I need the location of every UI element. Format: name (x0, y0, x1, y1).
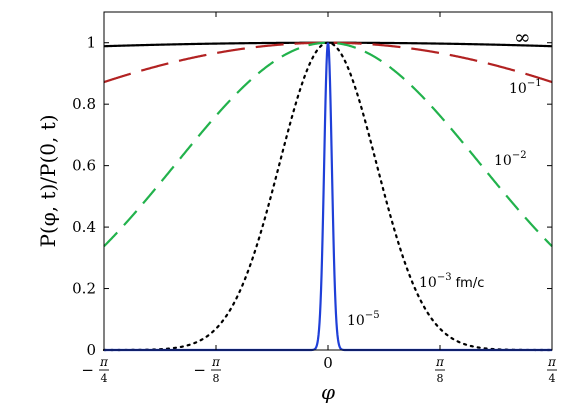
y-tick-label-3: 0.6 (72, 157, 96, 175)
y-axis-label: P(φ, t)/P(0, t) (36, 114, 60, 247)
x-tick-numerator: π (211, 355, 221, 369)
x-axis-label: φ (321, 380, 335, 404)
x-tick-numerator: π (435, 355, 445, 369)
x-tick-denominator: 4 (549, 372, 556, 385)
series-annotation-1: 10−1 (509, 78, 542, 97)
y-tick-label-2: 0.4 (72, 218, 96, 236)
y-tick-label-1: 0.2 (72, 280, 96, 298)
x-tick-numerator: π (99, 355, 109, 369)
series-annotation-2: 10−2 (494, 150, 527, 169)
annotation-layer: ∞ 10−1 10−2 10−3 fm/c 10−5 (347, 25, 542, 329)
y-tick-label-0: 0 (86, 341, 96, 359)
x-tick-sign: − (193, 361, 206, 379)
x-tick-numerator: π (547, 355, 557, 369)
x-tick-label-1: − π 8 (193, 355, 221, 385)
x-tick-label-0: − π 4 (81, 355, 109, 385)
plot-frame (103, 11, 553, 351)
x-tick-sign: − (81, 361, 94, 379)
x-tick-label-3: π8 (435, 355, 445, 385)
x-tick-text: 0 (323, 354, 333, 372)
x-tick-denominator: 4 (101, 372, 108, 385)
x-tick-label-4: π4 (547, 355, 557, 385)
series-line-4 (104, 42, 552, 352)
series-annotation-0: ∞ (514, 25, 531, 49)
series-layer (102, 41, 554, 352)
series-line-3 (102, 41, 554, 352)
x-tick-denominator: 8 (213, 372, 220, 385)
label-layer: φ P(φ, t)/P(0, t) (36, 114, 335, 404)
y-tick-label-5: 1 (86, 34, 96, 52)
x-tick-denominator: 8 (437, 372, 444, 385)
series-annotation-3: 10−3 fm/c (419, 272, 484, 291)
x-tick-label-2: 0 (323, 354, 333, 372)
y-tick-label-4: 0.8 (72, 95, 96, 113)
series-line-2 (103, 41, 553, 248)
series-annotation-4: 10−5 (347, 310, 380, 329)
